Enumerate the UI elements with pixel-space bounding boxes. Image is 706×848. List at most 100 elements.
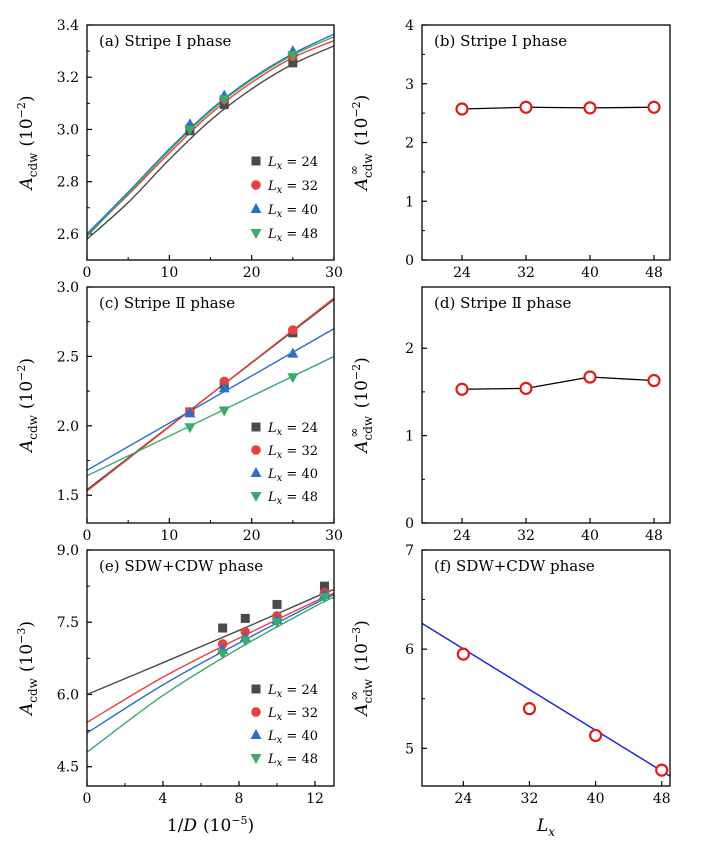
legend-subscript: x (277, 427, 283, 438)
legend-entry: Lx = 32 (267, 444, 318, 461)
y-axis-label: Acdw (10−3) (15, 621, 40, 717)
y-tick-label: 4 (405, 18, 414, 34)
y-axis-label-subscript: cdw (361, 153, 375, 178)
legend-marker (251, 180, 261, 190)
y-tick-label: 5 (405, 741, 414, 757)
legend-value: = 40 (282, 467, 318, 482)
legend-marker (251, 445, 261, 455)
legend-value: = 24 (282, 421, 318, 436)
data-point-series-3 (217, 649, 229, 660)
y-tick-label: 0 (405, 253, 414, 269)
legend-subscript: x (277, 758, 283, 769)
legend-entry: Lx = 40 (267, 203, 318, 220)
x-tick-label: 24 (453, 265, 471, 281)
legend-marker (251, 684, 261, 694)
y-tick-label: 3.4 (57, 18, 79, 34)
y-tick-label: 4.5 (57, 760, 79, 776)
legend-value: = 32 (282, 444, 318, 459)
axes-frame (86, 24, 335, 261)
y-tick-label: 3 (405, 77, 414, 93)
y-tick-label: 7 (405, 543, 414, 559)
y-axis-label: Acdw (10−2) (15, 358, 40, 454)
data-point-series-1 (219, 376, 230, 387)
data-point-series-3 (271, 618, 283, 629)
legend-entry: Lx = 48 (267, 490, 318, 507)
data-point (588, 728, 603, 743)
legend-value: = 24 (282, 683, 318, 698)
panel-title: (b) Stripe I phase (434, 32, 567, 50)
x-tick-label: 48 (645, 528, 663, 544)
legend-symbol: L (267, 227, 277, 242)
y-axis-label-close: ) (17, 95, 37, 102)
legend-marker (251, 707, 261, 717)
legend-subscript: x (277, 712, 283, 723)
legend-subscript: x (277, 161, 283, 172)
x-tick-label: 0 (83, 528, 92, 544)
legend-marker (250, 729, 262, 739)
x-axis-label-variable: D (182, 816, 197, 836)
legend-value: = 40 (282, 729, 318, 744)
data-point-series-3 (218, 406, 230, 417)
y-axis-label-close: ) (352, 620, 372, 627)
panel-title: (a) Stripe I phase (99, 32, 232, 50)
y-axis-label-symbol: A (352, 440, 372, 454)
x-tick-label: 30 (325, 265, 343, 281)
data-point-series-0 (320, 581, 329, 591)
axes-frame (421, 549, 671, 787)
legend-subscript: x (277, 496, 283, 507)
legend-entry: Lx = 48 (267, 227, 318, 244)
legend-subscript: x (277, 689, 283, 700)
data-point-series-2 (184, 407, 196, 418)
y-axis-label-close: ) (352, 357, 372, 364)
y-axis-label-subscript: cdw (26, 414, 40, 439)
x-axis-label-subscript: x (548, 825, 555, 839)
fit-curve-series-1 (87, 297, 334, 492)
y-axis-label-exponent: −3 (15, 628, 28, 644)
y-tick-label: 1 (405, 194, 414, 210)
x-tick-label: 32 (517, 265, 535, 281)
plot-area (422, 622, 670, 777)
legend-entry: Lx = 32 (267, 179, 318, 196)
legend-subscript: x (277, 735, 283, 746)
x-axis-label: 1/D (10−5) (167, 814, 254, 836)
y-tick-label: 7.5 (57, 615, 79, 631)
plot-area (455, 370, 661, 396)
y-tick-label: 6.0 (57, 687, 79, 703)
legend-marker (250, 467, 262, 477)
data-point (647, 373, 661, 388)
data-point (456, 647, 470, 661)
panel-b: 24 32 40 48 0 1 2 3 4 Acdw∞ (10−2) (b) Stripe I ph… (347, 18, 671, 281)
y-axis-label-superscript: ∞ (347, 691, 361, 701)
panel-title: (f) SDW+CDW phase (434, 557, 595, 575)
legend-entry: Lx = 24 (267, 421, 318, 438)
data-point-series-0 (272, 599, 282, 609)
legend-symbol: L (267, 706, 277, 721)
legend-subscript: x (277, 450, 283, 461)
y-axis-label-exponent: −2 (15, 365, 28, 381)
x-tick-label: 48 (645, 265, 663, 281)
legend-value: = 40 (282, 203, 318, 218)
x-tick-label: 40 (581, 265, 599, 281)
data-point (519, 100, 533, 114)
data-point (519, 381, 533, 395)
x-tick-label: 12 (306, 791, 324, 807)
legend-symbol: L (267, 444, 277, 459)
x-tick-label: 10 (160, 528, 178, 544)
legend-subscript: x (277, 185, 283, 196)
x-tick-label: 24 (454, 791, 472, 807)
legend-symbol: L (267, 179, 277, 194)
legend-entry: Lx = 32 (267, 706, 318, 723)
y-tick-label: 2 (405, 341, 414, 357)
y-axis-label-exponent: −2 (15, 102, 28, 118)
data-point (583, 101, 597, 115)
fit-curve-series-0 (87, 588, 334, 696)
legend-subscript: x (277, 233, 283, 244)
y-tick-label: 2 (405, 136, 414, 152)
y-tick-label: 9.0 (57, 543, 79, 559)
y-axis-label-subscript: cdw (361, 678, 375, 703)
